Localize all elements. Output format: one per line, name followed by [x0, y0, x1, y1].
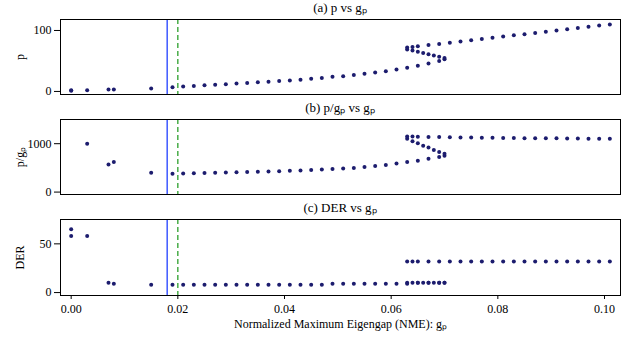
svg-text:100: 100 [34, 23, 52, 37]
svg-text:0.10: 0.10 [594, 302, 615, 316]
svg-text:p: p [13, 54, 27, 60]
svg-text:0.08: 0.08 [487, 302, 508, 316]
svg-text:0.00: 0.00 [61, 302, 82, 316]
svg-text:0: 0 [46, 285, 52, 299]
svg-text:0.06: 0.06 [381, 302, 402, 316]
svg-text:0: 0 [46, 185, 52, 199]
html-text:(c) DER vs gₚ: (c) DER vs gₚ [303, 200, 377, 215]
svg-text:1000: 1000 [28, 137, 52, 151]
svg-text:0: 0 [46, 84, 52, 98]
svg-text:p/gₚ: p/gₚ [13, 147, 27, 167]
svg-text:0.02: 0.02 [167, 302, 188, 316]
html-text:(a) p vs gₚ: (a) p vs gₚ [313, 0, 367, 15]
svg-text:DER: DER [13, 246, 27, 270]
html-text:(b) p/gₚ vs gₚ: (b) p/gₚ vs gₚ [305, 100, 375, 115]
svg-text:0.04: 0.04 [274, 302, 295, 316]
svg-text:Normalized Maximum Eigengap (N: Normalized Maximum Eigengap (NME): gₚ [234, 317, 447, 331]
svg-text:50: 50 [40, 237, 52, 251]
